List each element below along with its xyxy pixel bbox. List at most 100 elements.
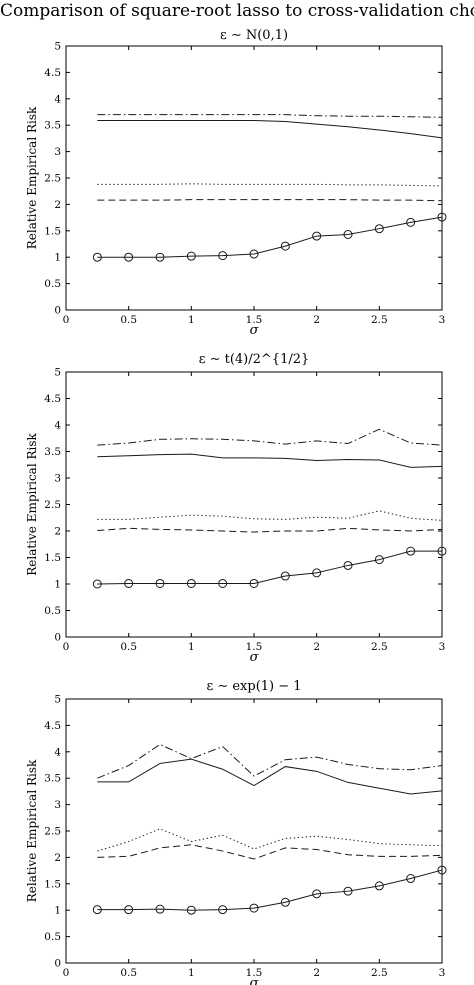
y-tick-label: 3.5: [44, 773, 61, 785]
plot-area: [65, 45, 443, 311]
y-tick-label: 0: [54, 632, 61, 644]
x-tick-label: 1: [188, 314, 195, 326]
data-point-marker: [437, 212, 447, 222]
y-tick-label: 0: [54, 958, 61, 970]
y-tick-label: 2: [54, 199, 61, 211]
data-point-marker: [218, 905, 228, 915]
y-tick-label: 3.5: [44, 120, 61, 132]
y-tick-label: 1: [54, 252, 61, 264]
x-tick-label: 1.5: [246, 967, 263, 979]
x-axis-label: σ: [250, 650, 260, 665]
y-tick-label: 4.5: [44, 393, 61, 405]
data-point-marker: [92, 905, 102, 915]
x-tick-label: 0.5: [120, 641, 137, 653]
y-tick-label: 2.5: [44, 173, 61, 185]
y-axis-label: Relative Empirical Risk: [25, 106, 39, 249]
y-tick-label: 4: [54, 93, 61, 105]
y-tick-label: 0.5: [44, 605, 61, 617]
x-tick-label: 2: [313, 967, 320, 979]
y-tick-label: 5: [54, 367, 61, 379]
series-dashdot-line: [97, 114, 443, 118]
y-tick-label: 4.5: [44, 720, 61, 732]
x-axis-label: σ: [250, 323, 260, 338]
series-dotted-line: [97, 828, 443, 852]
x-tick-label: 3: [439, 314, 446, 326]
data-point-marker: [280, 241, 290, 251]
figure-title: Comparison of square-root lasso to cross…: [0, 1, 474, 21]
x-tick-label: 3: [439, 967, 446, 979]
x-tick-label: 0: [63, 314, 70, 326]
data-point-marker: [312, 231, 322, 241]
y-tick-label: 3: [54, 473, 61, 485]
data-point-marker: [343, 229, 353, 239]
data-point-marker: [312, 568, 322, 578]
y-tick-label: 1: [54, 579, 61, 591]
y-tick-label: 1.5: [44, 225, 61, 237]
y-tick-label: 1.5: [44, 552, 61, 564]
series-dotted-line: [97, 510, 443, 521]
x-tick-label: 2: [313, 641, 320, 653]
y-tick-label: 4: [54, 746, 61, 758]
data-point-marker: [280, 571, 290, 581]
series-solid-line: [97, 869, 443, 911]
data-point-marker: [92, 252, 102, 262]
y-tick-label: 3.5: [44, 446, 61, 458]
data-point-marker: [124, 578, 134, 588]
x-axis-label: σ: [250, 976, 260, 985]
data-point-marker: [155, 904, 165, 914]
data-point-marker: [249, 903, 259, 913]
x-tick-label: 2.5: [371, 967, 388, 979]
chart-title: ε ∼ N(0,1): [220, 28, 288, 43]
data-point-marker: [374, 881, 384, 891]
data-point-marker: [186, 578, 196, 588]
series-solid-line: [97, 453, 443, 468]
y-tick-label: 2: [54, 526, 61, 538]
x-tick-label: 3: [439, 641, 446, 653]
data-point-marker: [437, 865, 447, 875]
data-point-marker: [124, 905, 134, 915]
y-tick-label: 4: [54, 420, 61, 432]
y-tick-label: 1: [54, 905, 61, 917]
data-point-marker: [374, 555, 384, 565]
y-tick-label: 2.5: [44, 826, 61, 838]
y-tick-label: 2: [54, 852, 61, 864]
y-tick-label: 1.5: [44, 878, 61, 890]
plot-area: [65, 371, 443, 638]
data-point-marker: [186, 905, 196, 915]
x-tick-label: 2: [313, 314, 320, 326]
chart-normal-noise: ε ∼ N(0,1) 0 0.5 1 1.5 2 2.5 3 0 0.5 1 1.5 2 2.5 3 3.5 4…: [25, 28, 447, 338]
x-tick-label: 1: [188, 967, 195, 979]
series-solid-line: [97, 119, 443, 139]
y-tick-label: 3: [54, 799, 61, 811]
data-point-marker: [249, 249, 259, 259]
series-dashed-line: [97, 844, 443, 860]
data-point-marker: [186, 251, 196, 261]
data-point-marker: [406, 874, 416, 884]
data-point-marker: [343, 886, 353, 896]
data-point-marker: [312, 889, 322, 899]
data-point-marker: [343, 560, 353, 570]
y-tick-label: 0.5: [44, 278, 61, 290]
chart-title: ε ∼ exp(1) − 1: [206, 679, 301, 694]
y-tick-label: 2.5: [44, 499, 61, 511]
x-tick-label: 1.5: [246, 314, 263, 326]
y-tick-label: 0.5: [44, 931, 61, 943]
data-point-marker: [374, 224, 384, 234]
data-point-marker: [92, 579, 102, 589]
x-tick-label: 1: [188, 641, 195, 653]
y-tick-label: 0: [54, 305, 61, 317]
data-point-marker: [406, 217, 416, 227]
y-axis-label: Relative Empirical Risk: [25, 759, 39, 902]
plot-area: [65, 698, 443, 964]
x-tick-label: 2.5: [371, 641, 388, 653]
y-axis-label: Relative Empirical Risk: [25, 432, 39, 575]
data-point-marker: [406, 546, 416, 556]
series-dashed-line: [97, 199, 443, 202]
series-solid-line: [97, 758, 443, 795]
y-tick-label: 3: [54, 146, 61, 158]
x-tick-label: 0.5: [120, 314, 137, 326]
series-dashdot-line: [97, 743, 443, 779]
y-tick-label: 5: [54, 41, 61, 53]
y-tick-label: 4.5: [44, 67, 61, 79]
